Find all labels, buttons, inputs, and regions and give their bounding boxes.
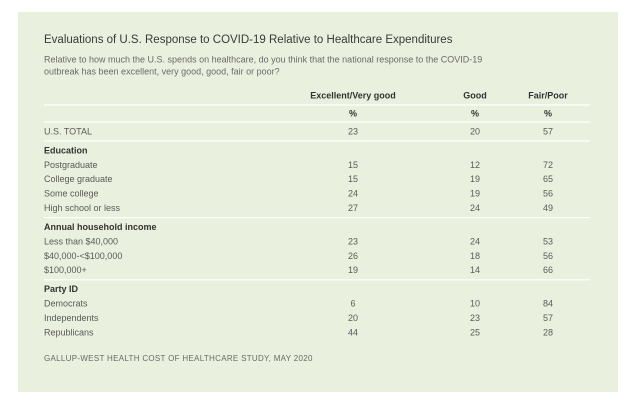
cell: 19 bbox=[348, 265, 358, 275]
cell: 23 bbox=[348, 236, 358, 246]
row-label: $40,000-<$100,000 bbox=[44, 251, 122, 261]
column-header: Fair/Poor bbox=[528, 90, 568, 100]
cell: 27 bbox=[348, 203, 358, 213]
cell: 72 bbox=[543, 160, 553, 170]
question: Relative to how much the U.S. spends on … bbox=[44, 54, 482, 64]
cell: 19 bbox=[470, 189, 480, 199]
row-label: U.S. TOTAL bbox=[44, 126, 92, 136]
cell: 53 bbox=[543, 236, 553, 246]
cell: 23 bbox=[348, 126, 358, 136]
row-label: College graduate bbox=[44, 174, 113, 184]
row-label: Independents bbox=[44, 313, 99, 323]
source: GALLUP-WEST HEALTH COST OF HEALTHCARE ST… bbox=[44, 354, 313, 363]
question: outbreak has been excellent, very good, … bbox=[44, 66, 280, 76]
row-label: Less than $40,000 bbox=[44, 236, 118, 246]
unit-label: % bbox=[544, 108, 552, 118]
row-label: High school or less bbox=[44, 203, 121, 213]
cell: 65 bbox=[543, 174, 553, 184]
cell: 57 bbox=[543, 313, 553, 323]
cell: 6 bbox=[350, 299, 355, 309]
row-label: $100,000+ bbox=[44, 265, 87, 275]
cell: 24 bbox=[470, 236, 480, 246]
column-header: Excellent/Very good bbox=[310, 90, 396, 100]
column-header: Good bbox=[463, 90, 487, 100]
row-label: Democrats bbox=[44, 299, 88, 309]
cell: 56 bbox=[543, 189, 553, 199]
section-heading: Annual household income bbox=[44, 222, 157, 232]
row-label: Some college bbox=[44, 189, 99, 199]
cell: 12 bbox=[470, 160, 480, 170]
cell: 24 bbox=[348, 189, 358, 199]
title: Evaluations of U.S. Response to COVID-19… bbox=[44, 34, 453, 46]
cell: 14 bbox=[470, 265, 480, 275]
cell: 20 bbox=[470, 126, 480, 136]
cell: 66 bbox=[543, 265, 553, 275]
cell: 10 bbox=[470, 299, 480, 309]
unit-label: % bbox=[471, 108, 479, 118]
cell: 28 bbox=[543, 327, 553, 337]
cell: 23 bbox=[470, 313, 480, 323]
cell: 26 bbox=[348, 251, 358, 261]
cell: 56 bbox=[543, 251, 553, 261]
cell: 15 bbox=[348, 174, 358, 184]
cell: 44 bbox=[348, 327, 358, 337]
row-label: Republicans bbox=[44, 327, 94, 337]
cell: 15 bbox=[348, 160, 358, 170]
cell: 19 bbox=[470, 174, 480, 184]
unit-label: % bbox=[349, 108, 357, 118]
panel bbox=[18, 12, 618, 392]
cell: 49 bbox=[543, 203, 553, 213]
row-label: Postgraduate bbox=[44, 160, 98, 170]
cell: 24 bbox=[470, 203, 480, 213]
section-heading: Party ID bbox=[44, 284, 79, 294]
cell: 25 bbox=[470, 327, 480, 337]
cell: 18 bbox=[470, 251, 480, 261]
cell: 84 bbox=[543, 299, 553, 309]
section-heading: Education bbox=[44, 145, 88, 155]
cell: 57 bbox=[543, 126, 553, 136]
cell: 20 bbox=[348, 313, 358, 323]
